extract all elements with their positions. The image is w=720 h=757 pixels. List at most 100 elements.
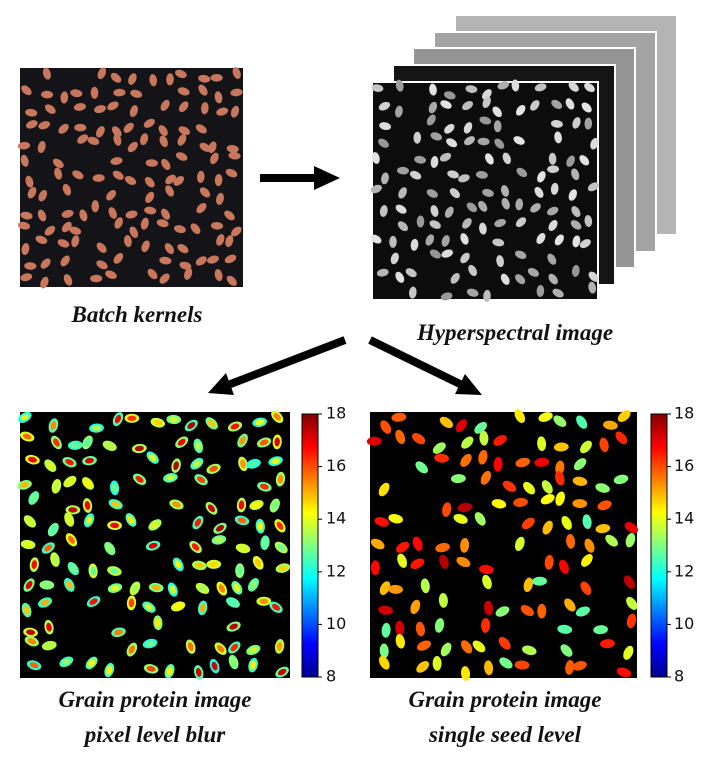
kernel bbox=[501, 197, 510, 210]
kernel bbox=[571, 168, 580, 181]
kernel bbox=[515, 217, 527, 228]
kernel-core bbox=[50, 421, 57, 430]
kernel bbox=[478, 200, 488, 212]
kernel bbox=[455, 419, 468, 433]
kernel bbox=[77, 134, 89, 144]
kernel-core bbox=[198, 585, 207, 592]
kernel bbox=[548, 273, 558, 285]
kernel bbox=[450, 272, 460, 284]
kernel-core bbox=[114, 414, 122, 424]
kernel-core bbox=[131, 584, 139, 593]
kernel bbox=[615, 431, 628, 445]
kernel bbox=[105, 270, 117, 279]
kernel bbox=[573, 458, 587, 471]
caption: Batch kernels bbox=[71, 302, 203, 327]
kernel bbox=[434, 618, 445, 633]
arrows bbox=[208, 166, 482, 395]
kernel bbox=[61, 209, 74, 218]
kernel-core bbox=[249, 460, 258, 467]
kernel bbox=[495, 606, 510, 617]
kernel-core bbox=[127, 515, 135, 525]
kernel bbox=[440, 292, 453, 301]
colorbar bbox=[650, 413, 668, 678]
kernel bbox=[87, 136, 100, 145]
kernel bbox=[460, 640, 473, 654]
kernel-core bbox=[255, 419, 265, 426]
arrow bbox=[226, 336, 347, 389]
kernel-core bbox=[175, 560, 182, 569]
kernel bbox=[474, 512, 486, 526]
kernel bbox=[42, 67, 51, 80]
kernel bbox=[572, 117, 581, 129]
caption: Grain protein image bbox=[59, 687, 252, 712]
kernel bbox=[571, 206, 581, 218]
kernel-core bbox=[149, 453, 157, 462]
kernel bbox=[536, 285, 545, 297]
kernel bbox=[159, 256, 172, 265]
kernel bbox=[538, 412, 553, 422]
kernel bbox=[468, 264, 478, 277]
kernel bbox=[536, 232, 546, 245]
kernel bbox=[370, 184, 383, 194]
kernel-core bbox=[211, 661, 218, 671]
kernel-core bbox=[233, 583, 241, 592]
kernel bbox=[17, 141, 31, 150]
kernel bbox=[160, 99, 170, 111]
kernel bbox=[587, 182, 599, 192]
kernel bbox=[159, 273, 170, 284]
kernel bbox=[477, 137, 490, 146]
kernel bbox=[70, 89, 83, 98]
kernel bbox=[444, 206, 454, 218]
arrow-head bbox=[455, 374, 482, 395]
kernel bbox=[493, 457, 503, 472]
kernel-core bbox=[20, 482, 29, 488]
kernel bbox=[230, 105, 240, 118]
kernel-core bbox=[50, 525, 57, 534]
kernel bbox=[542, 520, 553, 535]
kernel bbox=[561, 515, 572, 530]
kernel bbox=[397, 553, 408, 568]
kernel bbox=[395, 79, 404, 92]
kernel-core bbox=[173, 603, 183, 610]
colorbar-tick-label: 8 bbox=[326, 667, 336, 686]
kernel bbox=[484, 660, 494, 676]
kernel bbox=[432, 442, 446, 454]
kernel bbox=[175, 152, 188, 161]
kernel bbox=[520, 605, 535, 617]
kernel bbox=[128, 73, 137, 85]
kernel bbox=[366, 436, 382, 446]
kernel-core bbox=[237, 566, 243, 576]
kernel bbox=[379, 581, 391, 595]
kernel-core bbox=[110, 522, 120, 529]
kernel-core bbox=[70, 442, 80, 449]
kernel bbox=[149, 74, 158, 87]
kernel bbox=[530, 203, 541, 213]
kernel bbox=[398, 187, 407, 199]
kernel bbox=[475, 171, 488, 179]
kernel-core bbox=[187, 642, 194, 652]
kernel-core bbox=[28, 456, 37, 463]
kernel bbox=[37, 141, 46, 153]
kernel bbox=[440, 100, 452, 109]
kernel bbox=[21, 85, 32, 96]
kernel bbox=[60, 91, 69, 104]
kernel bbox=[140, 133, 149, 146]
kernel bbox=[572, 499, 588, 509]
kernel-core bbox=[254, 558, 262, 567]
kernel-core bbox=[277, 474, 284, 484]
kernel bbox=[412, 536, 423, 551]
kernel-core bbox=[177, 438, 186, 446]
kernel bbox=[216, 107, 229, 116]
kernel bbox=[107, 101, 119, 111]
kernel bbox=[590, 137, 599, 150]
kernel-core bbox=[23, 541, 33, 548]
kernel bbox=[228, 151, 241, 160]
kernel bbox=[551, 99, 563, 109]
kernel bbox=[74, 123, 87, 132]
caption: Grain protein image bbox=[409, 687, 602, 712]
kernel-core bbox=[250, 660, 256, 670]
kernel bbox=[196, 202, 207, 214]
kernel-core bbox=[239, 436, 246, 445]
kernel bbox=[458, 174, 470, 183]
kernel bbox=[173, 175, 185, 186]
